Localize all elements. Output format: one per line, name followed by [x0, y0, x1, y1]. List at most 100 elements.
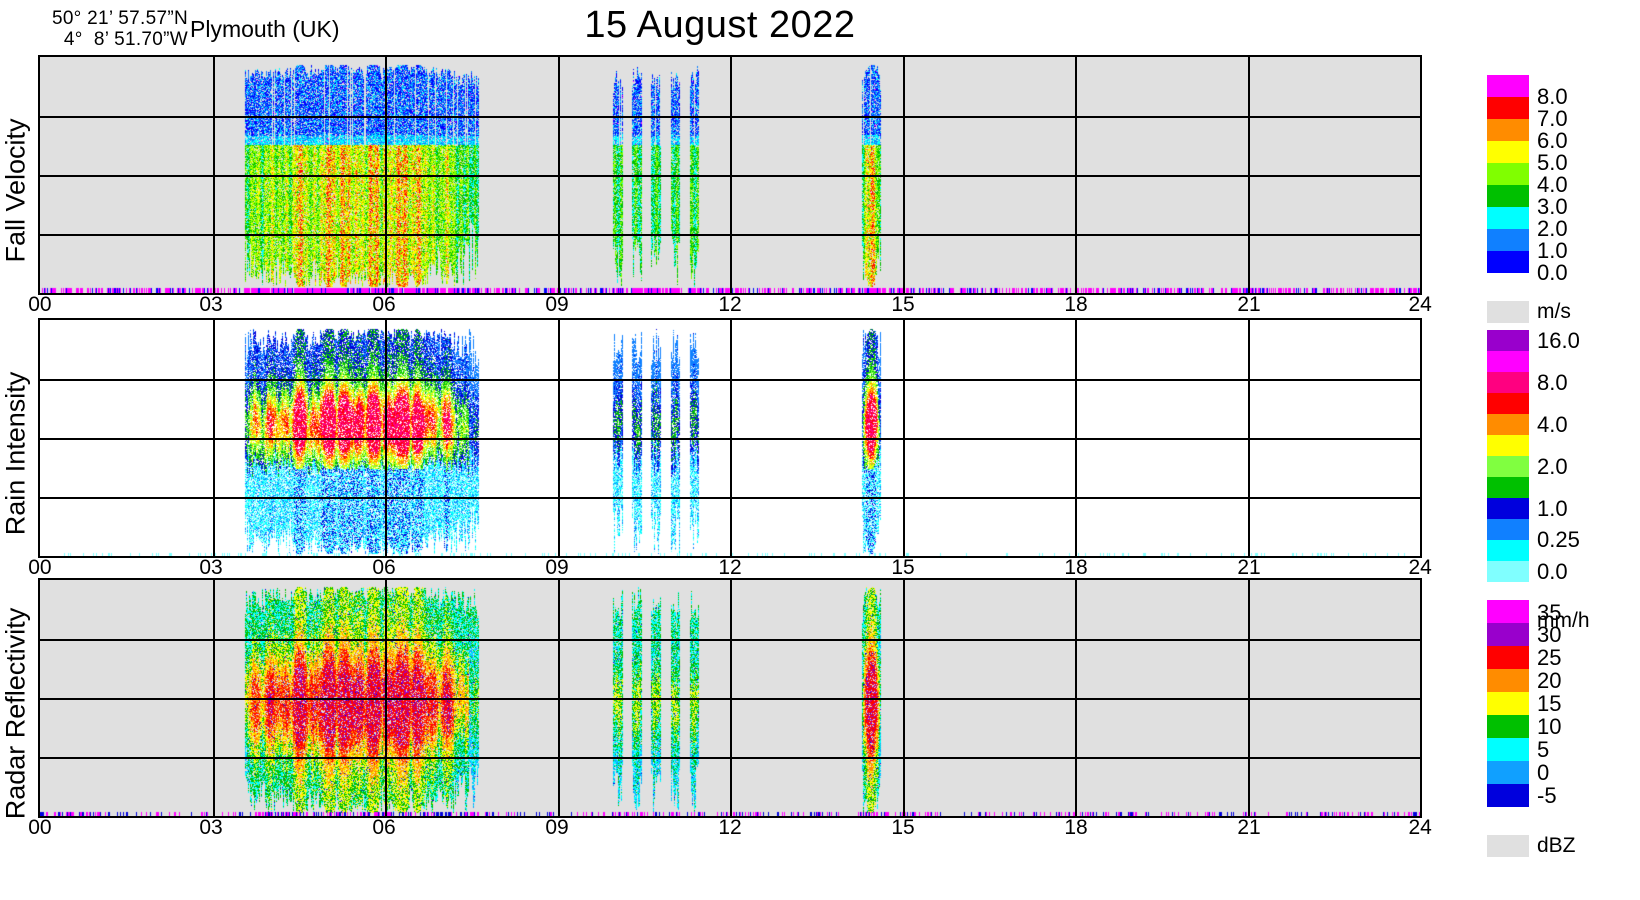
- colorbar-swatch: [1487, 185, 1529, 207]
- colorbar-tick-label: 7.0: [1537, 106, 1568, 131]
- colorbar-swatch: [1487, 163, 1529, 185]
- colorbar-swatch: [1487, 761, 1529, 784]
- colorbar-tick-label: 20: [1537, 667, 1562, 693]
- panel-radar-reflectivity: [38, 578, 1422, 818]
- x-axis-tick-label: 15: [891, 556, 915, 579]
- x-axis-tick-label: 03: [199, 816, 223, 839]
- colorbar-tick-label: 35: [1537, 599, 1562, 625]
- colorbar-tick-label: 0.0: [1537, 260, 1568, 285]
- colorbar-swatch: [1487, 97, 1529, 119]
- colorbar-swatch: [1487, 561, 1529, 582]
- colorbar-swatch: [1487, 738, 1529, 761]
- colorbar-swatch: [1487, 540, 1529, 561]
- x-axis-tick-label: 12: [718, 556, 742, 579]
- colorbar-tick-label: 8.0: [1537, 84, 1568, 109]
- colorbar-unit-radar-reflectivity: dBZ: [1487, 834, 1627, 857]
- colorbar-swatch: [1487, 351, 1529, 372]
- x-axis-tick-label: 06: [372, 816, 396, 839]
- x-axis-tick-label: 15: [891, 293, 915, 316]
- colorbar-tick-label: 5.0: [1537, 150, 1568, 175]
- x-axis-tick-label: 09: [545, 816, 569, 839]
- colorbar-tick-label: 5: [1537, 736, 1550, 762]
- colorbar-swatch: [1487, 229, 1529, 251]
- x-axis-tick-label: 06: [372, 293, 396, 316]
- colorbar-tick-label: 0.0: [1537, 558, 1568, 584]
- colorbar-swatches: [1487, 75, 1529, 273]
- colorbar-swatch: [1487, 692, 1529, 715]
- colorbar-swatch: [1487, 372, 1529, 393]
- x-axis-tick-label: 12: [718, 293, 742, 316]
- x-axis-tick-label: 21: [1237, 293, 1261, 316]
- colorbar-unit-fall-velocity: m/s: [1487, 300, 1627, 323]
- colorbar-tick-label: 0.25: [1537, 527, 1580, 552]
- colorbar-swatch: [1487, 623, 1529, 646]
- colorbar-swatch: [1487, 393, 1529, 414]
- colorbar-tick-label: 1.0: [1537, 238, 1568, 263]
- x-axis-tick-label: 03: [199, 293, 223, 316]
- x-axis-tick-label: 09: [545, 293, 569, 316]
- colorbar-swatch: [1487, 456, 1529, 477]
- rain-intensity-plot-canvas: [40, 320, 1420, 556]
- colorbar-swatch: [1487, 141, 1529, 163]
- colorbar-rain-intensity: 16.0 8.0 4.0 2.0 1.0 0.25 0.0 mm/h: [1487, 328, 1590, 632]
- x-axis-fall-velocity: 00 03 06 09 12 15 18 21 24: [28, 293, 1432, 319]
- x-axis-rain-intensity: 00 03 06 09 12 15 18 21 24: [28, 556, 1432, 582]
- colorbar-swatch: [1487, 119, 1529, 141]
- x-axis-tick-label: 09: [545, 556, 569, 579]
- colorbar-swatch: [1487, 414, 1529, 435]
- x-axis-tick-label: 21: [1237, 816, 1261, 839]
- colorbar-swatch: [1487, 251, 1529, 273]
- radar-reflectivity-plot-canvas: [40, 580, 1420, 816]
- colorbar-swatch: [1487, 784, 1529, 807]
- x-axis-tick-label: 24: [1408, 293, 1432, 316]
- colorbar-swatch: [1487, 669, 1529, 692]
- unit-label: dBZ: [1537, 834, 1576, 857]
- x-axis-tick-label: 03: [199, 556, 223, 579]
- unit-label: mm/h: [1537, 609, 1590, 632]
- colorbar-tick-label: 3.0: [1537, 194, 1568, 219]
- x-axis-tick-label: 06: [372, 556, 396, 579]
- colorbar-swatch: [1487, 498, 1529, 519]
- x-axis-tick-label: 00: [28, 293, 52, 316]
- x-axis-tick-label: 21: [1237, 556, 1261, 579]
- colorbar-tick-label: 2.0: [1537, 453, 1568, 479]
- colorbar-tick-label: 16.0: [1537, 327, 1580, 353]
- colorbar-fall-velocity: 8.0 7.0 6.0 5.0 4.0 3.0 2.0 1.0 0.0 m/s: [1487, 75, 1571, 323]
- colorbar-tick-label: 4.0: [1537, 411, 1568, 437]
- colorbar-tick-label: 6.0: [1537, 128, 1568, 153]
- colorbar-swatch: [1487, 435, 1529, 456]
- colorbar-tick-label: 4.0: [1537, 172, 1568, 197]
- x-axis-radar-reflectivity: 00 03 06 09 12 15 18 21 24: [28, 816, 1432, 842]
- fall-velocity-plot-canvas: [40, 57, 1420, 293]
- colorbar-swatch: [1487, 600, 1529, 623]
- x-axis-tick-label: 00: [28, 816, 52, 839]
- x-axis-tick-label: 15: [891, 816, 915, 839]
- colorbar-swatch: [1487, 330, 1529, 351]
- y-axis-label-fall-velocity: Fall Velocity: [0, 118, 31, 263]
- colorbar-swatch: [1487, 477, 1529, 498]
- x-axis-tick-label: 18: [1064, 293, 1088, 316]
- y-axis-label-rain-intensity: Rain Intensity: [0, 371, 31, 536]
- x-axis-tick-label: 12: [718, 816, 742, 839]
- panel-fall-velocity: [38, 55, 1422, 295]
- colorbar-tick-label: 10: [1537, 713, 1562, 739]
- station-coordinates: 50° 21’ 57.57”N 4° 8’ 51.70”W: [51, 8, 188, 50]
- panel-rain-intensity: [38, 318, 1422, 558]
- x-axis-tick-label: 00: [28, 556, 52, 579]
- x-axis-tick-label: 24: [1408, 816, 1432, 839]
- colorbar-swatches: [1487, 330, 1529, 582]
- colorbar-tick-label: 1.0: [1537, 495, 1568, 521]
- colorbar-tick-label: 25: [1537, 644, 1562, 670]
- page-title: 15 August 2022: [584, 4, 856, 46]
- no-data-swatch: [1487, 835, 1529, 857]
- no-data-swatch: [1487, 301, 1529, 323]
- colorbar-tick-label: 30: [1537, 621, 1562, 647]
- colorbar-swatch: [1487, 207, 1529, 229]
- station-name: Plymouth (UK): [190, 16, 340, 42]
- colorbar-tick-label: 8.0: [1537, 369, 1568, 395]
- colorbar-tick-label: 15: [1537, 690, 1562, 716]
- x-axis-tick-label: 24: [1408, 556, 1432, 579]
- x-axis-tick-label: 18: [1064, 816, 1088, 839]
- colorbar-tick-label: 2.0: [1537, 216, 1568, 241]
- colorbar-swatches: [1487, 600, 1529, 807]
